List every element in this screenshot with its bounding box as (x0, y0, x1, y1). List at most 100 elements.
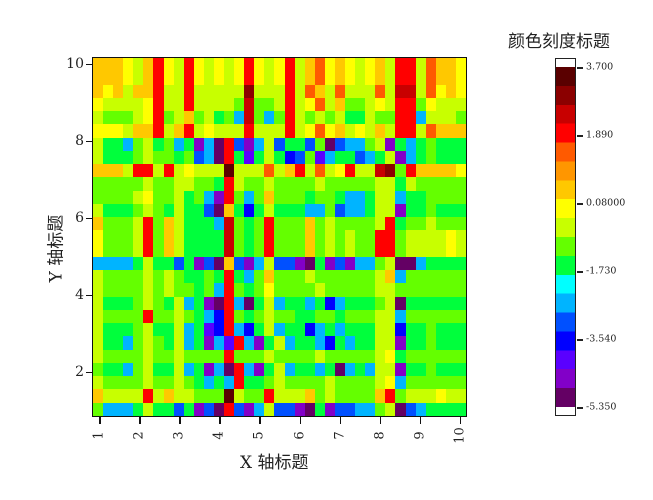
heatmap-cell (183, 349, 194, 363)
y-tick-label: 4 (75, 286, 84, 303)
heatmap-cell (405, 256, 416, 271)
x-tick-label: 6 (292, 431, 308, 440)
heatmap-cell (284, 71, 295, 85)
heatmap-cell (213, 111, 225, 125)
heatmap-cell (274, 97, 285, 112)
heatmap-cell (405, 164, 416, 178)
heatmap-cell (355, 137, 366, 151)
heatmap-cell (244, 376, 255, 390)
heatmap-cell (274, 84, 285, 98)
y-tick (86, 140, 93, 143)
heatmap-cell (405, 349, 416, 363)
heatmap-cell (203, 349, 214, 363)
heatmap-cell (113, 97, 124, 112)
heatmap-cell (334, 389, 346, 403)
heatmap-cell (284, 283, 295, 297)
heatmap-cell (334, 323, 346, 337)
heatmap-cell (365, 336, 376, 350)
heatmap-grid (93, 58, 466, 416)
heatmap-cell (153, 71, 164, 85)
heatmap-cell (355, 389, 366, 403)
heatmap-cell (345, 84, 356, 98)
heatmap-cell (405, 283, 416, 297)
heatmap-cell (365, 124, 376, 138)
heatmap-cell (203, 296, 214, 310)
heatmap-cell (213, 190, 225, 204)
heatmap-cell (314, 323, 325, 337)
heatmap-cell (284, 376, 295, 390)
x-tick-label: 10 (452, 427, 468, 444)
heatmap-cell (163, 217, 174, 231)
heatmap-cell (203, 137, 214, 151)
heatmap-cell (133, 124, 144, 138)
heatmap-cell (435, 150, 446, 165)
heatmap-cell (324, 230, 335, 244)
heatmap-cell (304, 190, 315, 204)
heatmap-cell (294, 256, 305, 271)
heatmap-cell (385, 217, 396, 231)
heatmap-cell (425, 217, 436, 231)
heatmap-cell (153, 323, 164, 337)
heatmap-cell (314, 97, 325, 112)
heatmap-cell (345, 203, 356, 218)
heatmap-cell (163, 243, 174, 257)
heatmap-cell (224, 256, 235, 271)
heatmap-cell (93, 309, 104, 324)
heatmap-cell (334, 124, 346, 138)
heatmap-cell (385, 336, 396, 350)
heatmap-cell (445, 323, 456, 337)
heatmap-cell (153, 309, 164, 324)
heatmap-cell (123, 336, 134, 350)
heatmap-cell (455, 124, 466, 138)
heatmap-cell (234, 402, 245, 416)
heatmap-cell (244, 243, 255, 257)
heatmap-cell (193, 230, 204, 244)
heatmap-cell (163, 309, 174, 324)
heatmap-cell (405, 309, 416, 324)
heatmap-cell (324, 71, 335, 85)
heatmap-cell (324, 389, 335, 403)
heatmap-cell (113, 402, 124, 416)
heatmap-cell (415, 217, 426, 231)
heatmap-cell (445, 177, 456, 191)
heatmap-cell (163, 230, 174, 244)
heatmap-cell (173, 58, 184, 72)
heatmap-cell (284, 97, 295, 112)
heatmap-cell (365, 309, 376, 324)
heatmap-cell (193, 389, 204, 403)
heatmap-cell (355, 243, 366, 257)
heatmap-cell (274, 283, 285, 297)
heatmap-cell (213, 296, 225, 310)
heatmap-cell (395, 309, 406, 324)
heatmap-cell (375, 97, 386, 112)
heatmap-cell (334, 349, 346, 363)
heatmap-cell (173, 97, 184, 112)
heatmap-cell (133, 349, 144, 363)
heatmap-cell (284, 164, 295, 178)
heatmap-cell (224, 177, 235, 191)
heatmap-cell (183, 243, 194, 257)
heatmap-cell (143, 283, 154, 297)
heatmap-cell (93, 190, 104, 204)
heatmap-cell (395, 84, 406, 98)
heatmap-cell (213, 164, 225, 178)
heatmap-cell (425, 376, 436, 390)
heatmap-cell (365, 203, 376, 218)
heatmap-cell (143, 243, 154, 257)
heatmap-cell (355, 190, 366, 204)
heatmap-cell (173, 283, 184, 297)
heatmap-cell (375, 323, 386, 337)
heatmap-cell (213, 389, 225, 403)
heatmap-cell (455, 336, 466, 350)
heatmap-cell (153, 389, 164, 403)
heatmap-cell (213, 256, 225, 271)
heatmap-cell (324, 376, 335, 390)
heatmap-cell (103, 296, 114, 310)
heatmap-cell (395, 323, 406, 337)
x-tick (179, 417, 181, 424)
heatmap-cell (163, 84, 174, 98)
heatmap-cell (445, 336, 456, 350)
heatmap-cell (193, 256, 204, 271)
x-tick (299, 417, 302, 424)
heatmap-cell (173, 323, 184, 337)
